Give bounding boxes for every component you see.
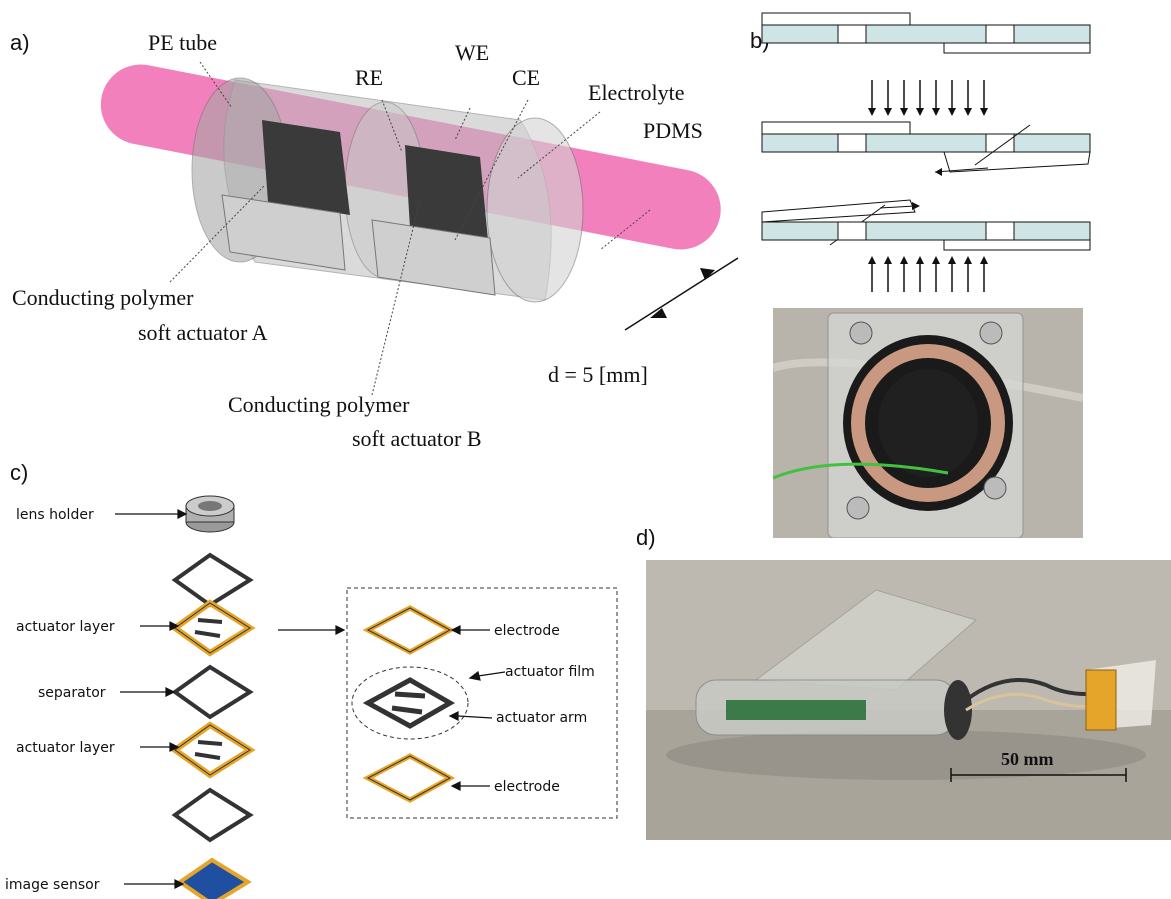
robot-photo: 50 mm bbox=[646, 560, 1171, 840]
copper-ring bbox=[851, 344, 1005, 502]
label-electrolyte: Electrolyte bbox=[588, 80, 685, 105]
valve-state-up bbox=[761, 199, 1091, 251]
frame-2 bbox=[171, 787, 254, 843]
actuator-layer-2-icon bbox=[169, 721, 256, 779]
pe-tube-end-right bbox=[486, 117, 584, 303]
leader-electrolyte bbox=[517, 111, 601, 179]
camera-stack-diagram: lens holder actuator layer separator act… bbox=[5, 495, 618, 899]
leader-actuator-b bbox=[371, 199, 421, 396]
electrode-top-icon bbox=[362, 605, 456, 655]
actuator-a-light bbox=[221, 194, 346, 271]
pressure-arrows-up bbox=[871, 262, 985, 292]
separator-icon bbox=[171, 664, 254, 720]
frame-1 bbox=[171, 552, 254, 608]
label-actuator-film: actuator film bbox=[505, 664, 595, 680]
circuit-board bbox=[726, 700, 866, 720]
label-image-sensor: image sensor bbox=[5, 877, 100, 893]
label-actuator-a-line1: Conducting polymer bbox=[12, 285, 194, 310]
label-actuator-b-line1: Conducting polymer bbox=[228, 392, 410, 417]
label-actuator-b-line2: soft actuator B bbox=[352, 426, 482, 451]
detail-ellipse bbox=[351, 666, 469, 740]
actuator-film-icon bbox=[362, 677, 456, 729]
leader-re bbox=[381, 99, 403, 153]
panel-b: b) bbox=[750, 0, 1171, 540]
label-actuator-arm: actuator arm bbox=[496, 710, 587, 726]
actuator-a-dark bbox=[262, 120, 350, 215]
panel-a-tag: a) bbox=[10, 30, 30, 55]
actuator-b-dark bbox=[405, 145, 488, 240]
label-actuator-layer-2: actuator layer bbox=[16, 740, 115, 756]
panel-c: c) bbox=[0, 460, 630, 899]
electrode-bottom-icon bbox=[362, 753, 456, 803]
valve-schematic bbox=[761, 12, 1091, 292]
panel-d: d) 50 mm bbox=[636, 525, 1171, 845]
label-electrode-top: electrode bbox=[494, 623, 560, 639]
label-pe-tube: PE tube bbox=[148, 30, 217, 55]
label-actuator-a-line2: soft actuator A bbox=[138, 320, 268, 345]
label-lens-holder: lens holder bbox=[16, 507, 94, 523]
scale-label: 50 mm bbox=[1001, 749, 1054, 769]
panel-d-tag: d) bbox=[636, 525, 656, 550]
label-ce: CE bbox=[512, 65, 540, 90]
label-we: WE bbox=[455, 40, 489, 65]
image-sensor-icon bbox=[176, 857, 252, 899]
lens-holder-icon bbox=[185, 495, 235, 533]
screw-top-left bbox=[849, 321, 873, 345]
green-wire bbox=[773, 462, 949, 480]
tube-diagram: PE tube RE WE CE Electrolyte PDMS Conduc… bbox=[12, 30, 739, 451]
diameter-arrowhead-bottom bbox=[650, 308, 667, 318]
pressure-arrows-down bbox=[871, 80, 985, 112]
label-pdms: PDMS bbox=[643, 118, 703, 143]
diameter-arrow bbox=[624, 257, 739, 331]
actuator-b-light bbox=[371, 219, 496, 296]
label-electrode-bottom: electrode bbox=[494, 779, 560, 795]
valve-state-down bbox=[761, 121, 1091, 176]
leader-we bbox=[454, 107, 471, 141]
detail-box bbox=[346, 587, 618, 819]
screw-bottom-right bbox=[983, 476, 1007, 500]
screw-top-right bbox=[979, 321, 1003, 345]
label-diameter: d = 5 [mm] bbox=[548, 362, 648, 387]
diameter-arrowhead-top bbox=[700, 268, 715, 280]
valve-photo bbox=[773, 308, 1083, 538]
actuator-tail bbox=[1085, 669, 1117, 731]
valve-state-closed bbox=[761, 12, 1091, 54]
label-re: RE bbox=[355, 65, 383, 90]
label-separator: separator bbox=[38, 685, 106, 701]
panel-a: a) PE tube RE WE CE Electrolyte PDMS C bbox=[0, 0, 750, 460]
leader-pe-tube bbox=[199, 61, 233, 109]
actuator-layer-1-icon bbox=[169, 599, 256, 657]
label-actuator-layer-1: actuator layer bbox=[16, 619, 115, 635]
leader-actuator-a bbox=[169, 184, 266, 283]
leader-pdms bbox=[599, 209, 651, 251]
tube-cap bbox=[944, 680, 972, 740]
screw-bottom-left bbox=[846, 496, 870, 520]
panel-c-tag: c) bbox=[10, 460, 29, 485]
valve-opening bbox=[878, 369, 978, 477]
